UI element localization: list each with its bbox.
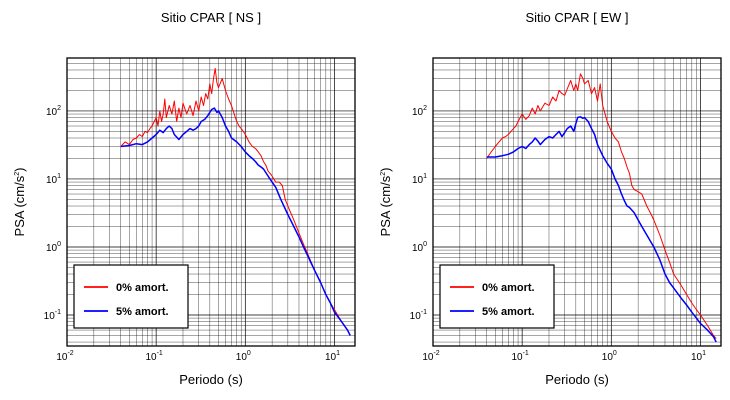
legend-label: 5% amort. (116, 306, 169, 318)
y-tick-label: 100 (46, 241, 61, 254)
legend: 0% amort. 5% amort. (439, 264, 555, 329)
series-0pct-line (120, 68, 351, 336)
legend: 0% amort. 5% amort. (73, 264, 189, 329)
chart-title: Sitio CPAR [ NS ] (161, 10, 261, 25)
y-axis-label: PSA (cm/s2) (12, 168, 27, 237)
legend-label: 0% amort. (116, 282, 169, 294)
legend-label: 0% amort. (482, 282, 535, 294)
series-0pct-line (486, 73, 717, 339)
legend-box (439, 264, 555, 329)
legend-label: 5% amort. (482, 306, 535, 318)
x-tick-label: 101 (325, 350, 340, 363)
x-tick-label: 10-1 (511, 350, 528, 363)
y-tick-label: 102 (46, 105, 61, 118)
x-tick-label: 100 (236, 350, 251, 363)
y-tick-label: 102 (412, 105, 427, 118)
x-tick-label: 100 (602, 350, 617, 363)
x-axis-label: Periodo (s) (545, 372, 609, 387)
y-tick-label: 10-1 (410, 309, 427, 322)
series-5pct-line (120, 107, 351, 336)
series-5pct-line (486, 116, 717, 343)
grid (66, 57, 355, 346)
plot-frame (66, 57, 356, 347)
panel-ew: 10-2 10-1 100 101 10-1 100 101 102 Sitio CPAR [ … (378, 10, 722, 387)
y-axis-label: PSA (cm/s2) (378, 168, 393, 237)
x-axis-label: Periodo (s) (179, 372, 243, 387)
panel-ns: 10-2 10-1 100 101 10-1 100 101 102 Sitio CPAR [ … (12, 10, 356, 387)
x-tick-label: 101 (691, 350, 706, 363)
x-tick-label: 10-1 (145, 350, 162, 363)
legend-box (73, 264, 189, 329)
y-tick-label: 101 (46, 173, 61, 186)
x-tick-label: 10-2 (422, 350, 439, 363)
plot-frame (432, 57, 722, 347)
y-tick-label: 100 (412, 241, 427, 254)
x-tick-label: 10-2 (56, 350, 73, 363)
chart-title: Sitio CPAR [ EW ] (525, 10, 628, 25)
y-tick-label: 10-1 (44, 309, 61, 322)
y-tick-label: 101 (412, 173, 427, 186)
